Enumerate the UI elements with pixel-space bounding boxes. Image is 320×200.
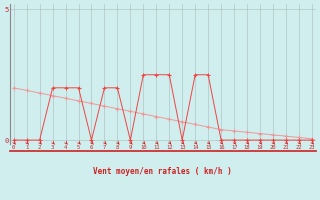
X-axis label: Vent moyen/en rafales ( km/h ): Vent moyen/en rafales ( km/h ) [93, 167, 232, 176]
